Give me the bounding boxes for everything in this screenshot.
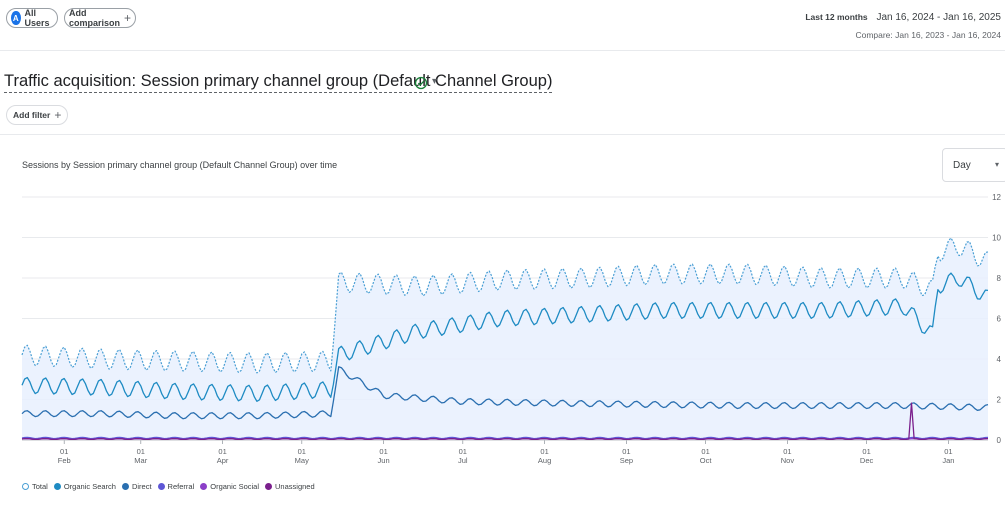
add-comparison-label: Add comparison [69, 8, 121, 28]
x-tick-month: Dec [860, 456, 874, 465]
x-tick-day: 01 [379, 447, 387, 456]
x-tick-month: Oct [700, 456, 713, 465]
page-title[interactable]: Traffic acquisition: Session primary cha… [4, 72, 553, 93]
legend-label: Total [32, 482, 48, 491]
x-tick-month: Nov [781, 456, 795, 465]
chevron-down-icon[interactable]: ▾ [432, 76, 438, 87]
x-tick-day: 01 [783, 447, 791, 456]
chart-legend: Total Organic Search Direct Referral Organic… [22, 482, 321, 491]
x-tick-month: Sep [620, 456, 633, 465]
x-tick-month: Mar [134, 456, 147, 465]
date-range-label: Last 12 months [805, 12, 868, 22]
chevron-down-icon: ▾ [995, 160, 1000, 169]
divider [0, 134, 1005, 135]
y-tick-label: 0 [997, 436, 1002, 445]
check-circle-icon[interactable] [414, 76, 428, 90]
add-comparison-button[interactable]: Add comparison + [64, 8, 136, 28]
x-tick-month: Jun [378, 456, 390, 465]
granularity-select[interactable]: Day ▾ [942, 148, 1005, 182]
segment-label: All Users [24, 8, 50, 28]
add-filter-button[interactable]: Add filter + [6, 105, 69, 125]
x-tick-month: Apr [217, 456, 229, 465]
legend-dot [265, 483, 273, 490]
series-line-organic-search[interactable] [21, 272, 989, 402]
series-line-referral[interactable] [21, 436, 989, 440]
series-line-unassigned[interactable] [21, 402, 989, 441]
x-tick-day: 01 [298, 447, 306, 456]
date-range-value: Jan 16, 2024 - Jan 16, 2025 [876, 12, 1001, 23]
legend-item-unassigned[interactable]: Unassigned [265, 482, 315, 491]
y-tick-label: 4 [997, 355, 1002, 364]
x-tick-month: Feb [58, 456, 71, 465]
x-tick-day: 01 [459, 447, 467, 456]
add-filter-label: Add filter [13, 110, 51, 120]
date-range-picker[interactable]: Last 12 months Jan 16, 2024 - Jan 16, 20… [805, 12, 1001, 23]
series-area-total [22, 238, 988, 440]
legend-item-direct[interactable]: Direct [121, 482, 152, 491]
legend-item-total[interactable]: Total [22, 482, 48, 491]
x-tick-month: Aug [538, 456, 551, 465]
x-tick-day: 01 [137, 447, 145, 456]
x-tick-month: Jul [458, 456, 468, 465]
x-tick-day: 01 [622, 447, 630, 456]
plus-icon: + [54, 108, 62, 122]
compare-range: Compare: Jan 16, 2023 - Jan 16, 2024 [855, 30, 1001, 40]
x-tick-day: 01 [944, 447, 952, 456]
granularity-value: Day [953, 159, 971, 171]
legend-label: Direct [131, 482, 152, 491]
legend-dot [200, 483, 208, 490]
series-line-direct[interactable] [21, 366, 989, 420]
legend-label: Unassigned [275, 482, 315, 491]
y-tick-label: 12 [992, 193, 1001, 202]
x-tick-day: 01 [540, 447, 548, 456]
series-line-total[interactable] [21, 237, 989, 374]
report-header: A All Users Add comparison + Last 12 mon… [0, 0, 1005, 51]
legend-label: Organic Social [210, 482, 260, 491]
segment-avatar: A [11, 11, 21, 25]
legend-item-referral[interactable]: Referral [157, 482, 195, 491]
x-tick-month: May [295, 456, 309, 465]
legend-label: Organic Search [63, 482, 116, 491]
legend-dot [121, 483, 129, 490]
segment-chip[interactable]: A All Users [6, 8, 58, 28]
y-tick-label: 6 [997, 315, 1002, 324]
y-tick-label: 8 [997, 274, 1002, 283]
chart-title: Sessions by Session primary channel grou… [22, 160, 338, 170]
y-tick-label: 10 [992, 234, 1001, 243]
legend-dot [157, 483, 165, 490]
legend-item-organic-social[interactable]: Organic Social [200, 482, 259, 491]
plus-icon: + [124, 11, 132, 25]
x-tick-day: 01 [862, 447, 870, 456]
x-tick-day: 01 [60, 447, 68, 456]
x-tick-month: Jan [942, 456, 954, 465]
legend-item-organic-search[interactable]: Organic Search [53, 482, 116, 491]
x-tick-day: 01 [218, 447, 226, 456]
legend-dot [22, 483, 29, 490]
legend-label: Referral [167, 482, 195, 491]
legend-dot [53, 483, 61, 490]
x-tick-day: 01 [701, 447, 709, 456]
y-tick-label: 2 [997, 396, 1002, 405]
sessions-line-chart: 02468101201Feb01Mar01Apr01May01Jun01Jul0… [21, 193, 1002, 465]
